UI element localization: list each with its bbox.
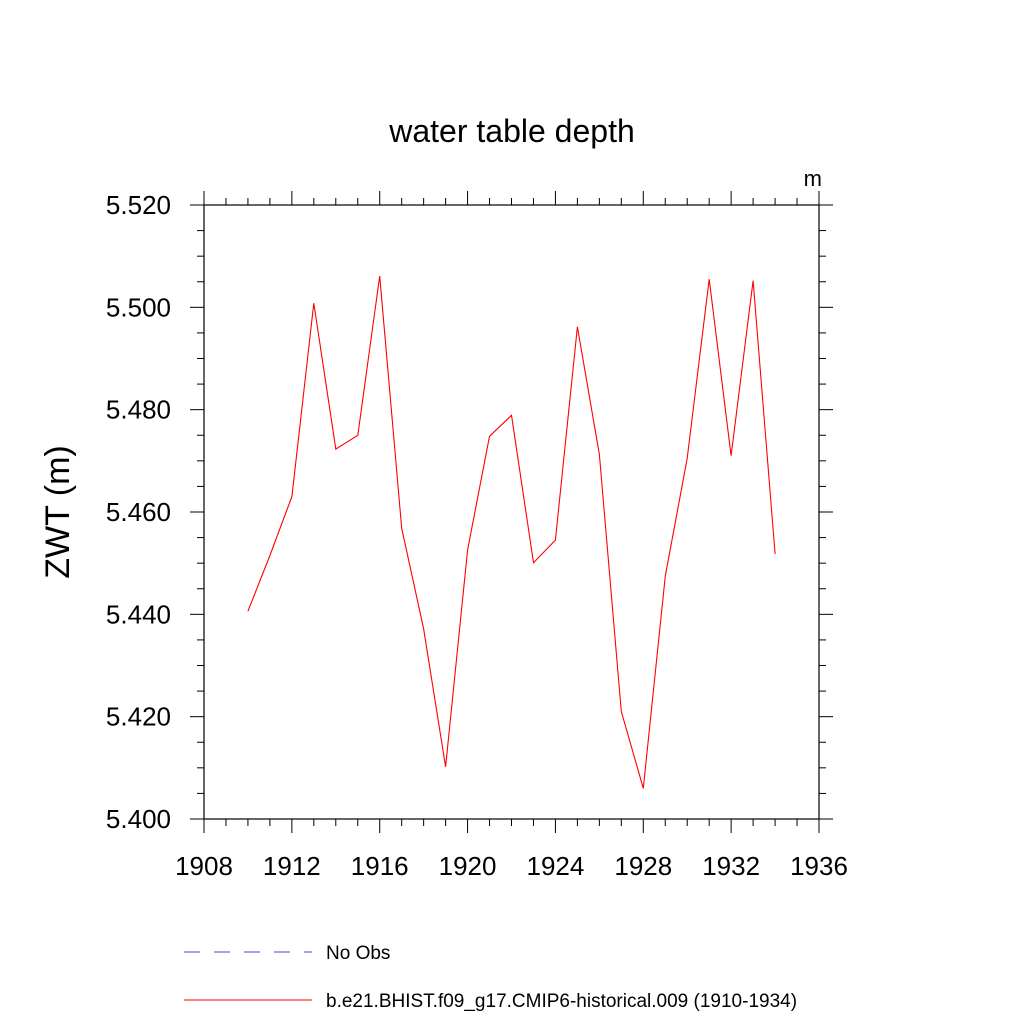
y-tick-label: 5.420	[106, 702, 171, 732]
x-tick-label: 1916	[351, 851, 409, 881]
y-tick-label: 5.460	[106, 497, 171, 527]
tick-labels: 1908 1912 1916 1920 1924 1928 1932 1936 5.400 5.4…	[106, 190, 848, 881]
series-layer	[247, 276, 776, 789]
y-tick-label: 5.440	[106, 599, 171, 629]
y-tick-label: 5.520	[106, 190, 171, 220]
x-tick-label: 1924	[527, 851, 585, 881]
legend-label: b.e21.BHIST.f09_g17.CMIP6-historical.009…	[326, 991, 797, 1012]
x-tick-label: 1908	[175, 851, 233, 881]
x-tick-label: 1920	[439, 851, 497, 881]
y-tick-label: 5.500	[106, 292, 171, 322]
legend: No Obs b.e21.BHIST.f09_g17.CMIP6-historic…	[184, 943, 797, 1012]
x-tick-label: 1932	[702, 851, 760, 881]
y-axis-label: ZWT (m)	[39, 445, 77, 578]
x-tick-label: 1928	[614, 851, 672, 881]
series-line	[247, 276, 776, 789]
x-tick-label: 1912	[263, 851, 321, 881]
plot-frame	[203, 204, 820, 820]
y-tick-label: 5.400	[106, 804, 171, 834]
units-label: m	[804, 166, 822, 191]
x-tick-label: 1936	[790, 851, 848, 881]
y-tick-label: 5.480	[106, 395, 171, 425]
axis-ticks	[190, 191, 833, 833]
legend-label: No Obs	[326, 943, 390, 964]
chart-title: water table depth	[388, 113, 635, 149]
